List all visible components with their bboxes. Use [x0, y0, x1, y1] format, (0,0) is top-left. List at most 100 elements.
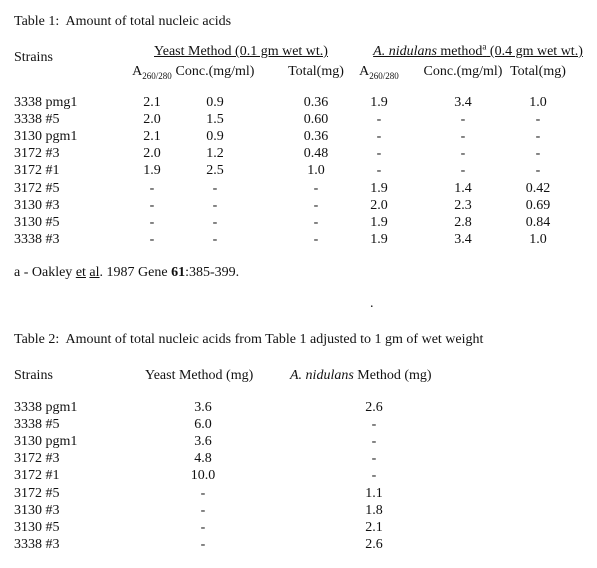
row-label: 3130 #3: [14, 502, 60, 518]
column-header: Yeast Method (mg): [145, 368, 254, 383]
cell: -: [212, 180, 218, 196]
header-subscript: 260/280: [142, 70, 172, 81]
header-text: method: [436, 44, 483, 59]
cell: -: [149, 197, 155, 213]
header-text: A. nidulans: [290, 368, 354, 383]
header-text: A. nidulans: [373, 44, 437, 59]
cell: -: [200, 536, 206, 552]
footnote-text: 61: [171, 265, 186, 280]
cell: -: [376, 146, 382, 162]
column-header: Total(mg): [288, 64, 344, 79]
cell: 2.5: [206, 163, 224, 179]
cell: 0.48: [303, 146, 329, 162]
cell: 10.0: [190, 468, 216, 484]
column-header: A260/280: [359, 64, 399, 80]
row-label: 3130 pgm1: [14, 129, 78, 145]
group-header: Yeast Method (0.1 gm wet wt.): [154, 44, 328, 59]
cell: 0.84: [525, 214, 551, 230]
row-label: 3172 #3: [14, 146, 60, 162]
cell: 3.4: [454, 95, 472, 110]
footnote-text: :385-399.: [185, 265, 240, 280]
cell: -: [313, 214, 319, 230]
header-subscript: 260/280: [369, 70, 399, 81]
cell: 2.1: [143, 95, 161, 110]
cell: -: [313, 231, 319, 247]
cell: 0.36: [303, 95, 329, 110]
column-header: Strains: [14, 368, 53, 383]
cell: -: [212, 197, 218, 213]
cell: 2.6: [365, 536, 383, 552]
cell: 1.0: [307, 163, 325, 179]
cell: 3.4: [454, 231, 472, 247]
cell: 0.69: [525, 197, 551, 213]
cell: -: [376, 129, 382, 145]
cell: -: [535, 146, 541, 162]
cell: -: [149, 214, 155, 230]
row-label: 3130 pgm1: [14, 434, 78, 450]
cell: 2.6: [365, 400, 383, 415]
footnote: a - Oakley et al. 1987 Gene 61:385-399.: [14, 265, 239, 281]
cell: 6.0: [194, 417, 212, 433]
cell: 2.3: [454, 197, 472, 213]
cell: -: [149, 231, 155, 247]
cell: -: [371, 451, 377, 467]
column-header: Conc.(mg/ml): [175, 64, 255, 79]
group-header: A. nidulans methoda (0.4 gm wet wt.): [373, 42, 583, 60]
cell: -: [535, 129, 541, 145]
cell: 1.1: [365, 485, 383, 501]
cell: 3.6: [194, 400, 212, 415]
cell: 1.2: [206, 146, 224, 162]
row-label: 3338 #5: [14, 112, 60, 128]
column-header: Strains: [14, 50, 53, 65]
cell: -: [460, 129, 466, 145]
row-label: 3172 #1: [14, 468, 60, 484]
footnote-text: . 1987 Gene: [99, 265, 172, 280]
row-label: 3338 pgm1: [14, 400, 78, 415]
header-text: (0.4 gm wet wt.): [486, 44, 583, 59]
footnote-text: et: [75, 265, 86, 280]
row-label: 3130 #5: [14, 214, 60, 230]
cell: 2.0: [143, 146, 161, 162]
cell: 0.36: [303, 129, 329, 145]
cell: 1.9: [370, 180, 388, 196]
cell: 2.1: [365, 519, 383, 535]
header-text: Method (mg): [353, 368, 432, 383]
cell: 3.6: [194, 434, 212, 450]
footnote-text: al: [89, 265, 100, 280]
cell: 0.9: [206, 95, 224, 110]
cell: 1.9: [370, 231, 388, 247]
cell: -: [535, 112, 541, 128]
row-label: 3172 #5: [14, 485, 60, 501]
cell: -: [460, 163, 466, 179]
cell: -: [376, 163, 382, 179]
cell: 2.8: [454, 214, 472, 230]
row-label: 3172 #3: [14, 451, 60, 467]
row-label: 3338 #5: [14, 417, 60, 433]
cell: 1.8: [365, 502, 383, 518]
table-title: Table 2: Amount of total nucleic acids f…: [14, 332, 484, 347]
row-label: 3338 pmg1: [14, 95, 78, 110]
cell: -: [376, 112, 382, 128]
cell: 1.9: [143, 163, 161, 179]
cell: -: [460, 146, 466, 162]
row-label: 3338 #3: [14, 231, 60, 247]
column-header: Conc.(mg/ml): [423, 64, 503, 79]
column-header: A260/280: [132, 64, 172, 80]
row-label: 3338 #3: [14, 536, 60, 552]
cell: 1.5: [206, 112, 224, 128]
cell: 2.1: [143, 129, 161, 145]
header-text: A: [359, 64, 370, 79]
column-header: Total(mg): [510, 64, 566, 79]
cell: -: [200, 519, 206, 535]
row-label: 3130 #3: [14, 197, 60, 213]
cell: 2.0: [143, 112, 161, 128]
cell: -: [371, 417, 377, 433]
row-label: 3172 #5: [14, 180, 60, 196]
cell: 2.0: [370, 197, 388, 213]
cell: 0.42: [525, 180, 551, 196]
column-header: A. nidulans Method (mg): [290, 368, 432, 384]
cell: 1.0: [529, 95, 547, 110]
cell: -: [313, 197, 319, 213]
header-text: A: [132, 64, 143, 79]
